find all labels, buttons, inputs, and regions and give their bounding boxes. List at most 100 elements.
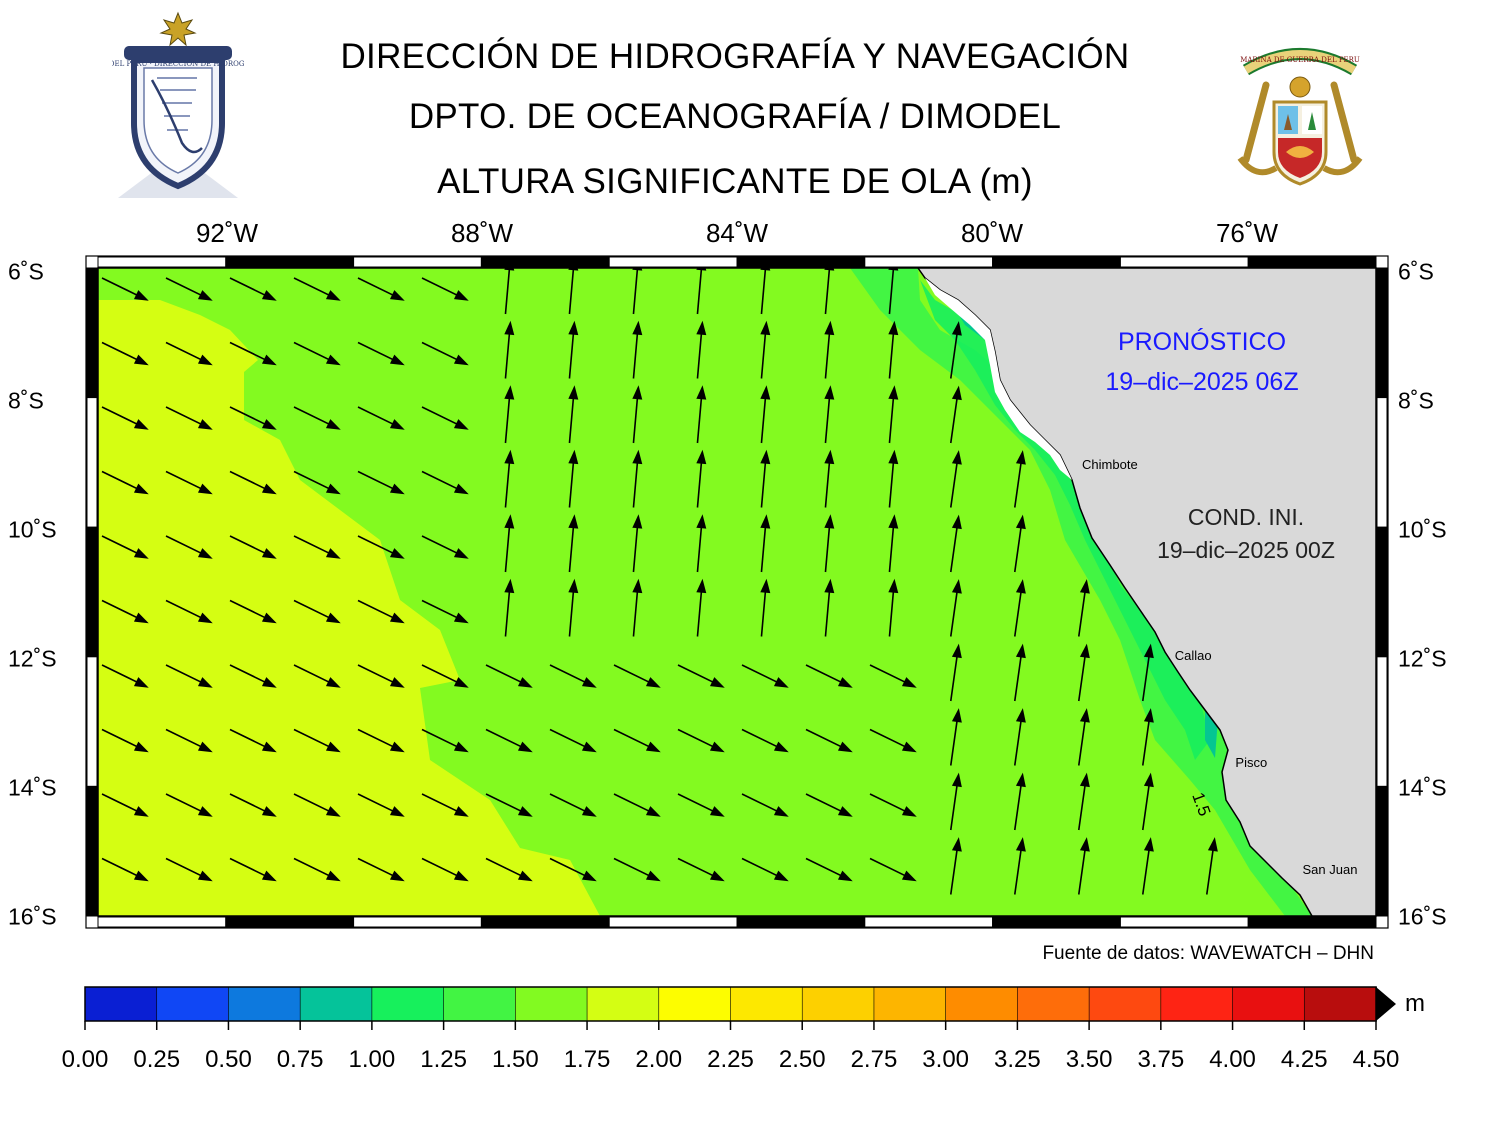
lat-label-left-14s: 14˚S — [8, 774, 57, 801]
map-frame — [85, 255, 1389, 929]
wave-arrow — [1013, 579, 1026, 637]
wave-height-map: 1.5 PRONÓSTICO 19–dic–2025 06Z COND. INI… — [85, 255, 1389, 929]
frame-tick-bottom — [1247, 916, 1377, 928]
wave-arrow — [1077, 708, 1090, 766]
wave-arrow — [888, 449, 899, 508]
wave-arrow — [165, 599, 213, 624]
colorbar-cell — [945, 986, 1019, 1022]
wave-arrow — [504, 578, 515, 637]
wave-arrow — [229, 341, 277, 366]
colorbar-tick-label: 0.50 — [205, 1046, 252, 1073]
wave-arrow — [485, 664, 533, 688]
wave-arrow — [1013, 772, 1026, 831]
wave-arrow — [824, 449, 835, 508]
wave-arrow — [632, 449, 643, 508]
colorbar-cell — [156, 986, 230, 1022]
wave-arrow — [293, 535, 341, 559]
lat-label-right-8s: 8˚S — [1398, 387, 1434, 414]
lat-label-left-10s: 10˚S — [8, 516, 57, 543]
wave-arrow — [357, 728, 405, 753]
wave-arrow — [760, 320, 771, 379]
header-line-3: ALTURA SIGNIFICANTE DE OLA (m) — [437, 162, 1033, 201]
wave-arrow — [293, 470, 341, 495]
wave-arrow — [677, 664, 725, 688]
wave-arrow — [421, 406, 469, 430]
wave-arrow — [421, 793, 469, 817]
wave-arrow — [101, 406, 149, 430]
wave-arrow — [632, 578, 643, 637]
wave-arrow — [1205, 837, 1218, 895]
wave-arrow — [357, 535, 405, 559]
colorbar-tick-label: 2.00 — [635, 1046, 683, 1073]
wave-arrow — [568, 514, 579, 573]
colorbar-tick-label: 0.75 — [276, 1046, 324, 1073]
wave-arrow — [229, 277, 277, 301]
wave-arrow — [677, 728, 725, 753]
wave-arrow — [229, 470, 277, 495]
lat-label-left-12s: 12˚S — [8, 645, 57, 672]
init-time: 19–dic–2025 00Z — [1157, 537, 1335, 563]
colorbar-tick-label: 3.75 — [1137, 1046, 1185, 1073]
colorbar-tick-label: 1.75 — [563, 1046, 611, 1073]
wave-arrow — [1141, 643, 1154, 702]
colorbar-tick-label: 3.50 — [1065, 1046, 1113, 1073]
wave-arrow — [421, 470, 469, 495]
lon-label-80w: 80˚W — [960, 218, 1024, 248]
colorbar-cell — [371, 986, 445, 1022]
forecast-time: 19–dic–2025 06Z — [1105, 368, 1298, 396]
wave-arrow — [101, 857, 149, 882]
lon-label-84w: 84˚W — [705, 218, 769, 248]
wave-arrow — [949, 514, 962, 573]
lat-label-left-8s: 8˚S — [8, 387, 44, 414]
wave-arrow — [293, 406, 341, 430]
wave-arrow — [421, 728, 469, 753]
lat-label-right-10s: 10˚S — [1398, 516, 1447, 543]
colorbar-tick-label: 2.25 — [707, 1046, 754, 1073]
wave-arrow — [1013, 643, 1026, 702]
colorbar-tick-label: 3.25 — [994, 1046, 1041, 1073]
navy-logo: MARINA DE GUERRA DEL PERU — [1237, 48, 1363, 186]
wave-arrow — [165, 406, 213, 430]
colorbar-cell — [873, 986, 947, 1022]
wave-arrow — [949, 837, 962, 895]
colorbar-cell — [586, 986, 660, 1022]
wave-arrow — [165, 664, 213, 688]
wave-direction-arrows — [101, 256, 1218, 895]
wave-arrow — [357, 277, 405, 301]
wave-arrow — [357, 599, 405, 624]
wave-arrow — [549, 728, 597, 753]
wave-arrow — [549, 664, 597, 688]
forecast-label: PRONÓSTICO — [1118, 327, 1286, 356]
wave-arrow — [696, 578, 707, 637]
header-line-2: DPTO. DE OCEANOGRAFÍA / DIMODEL — [408, 97, 1062, 136]
wave-arrow — [229, 664, 277, 688]
wave-arrow — [760, 578, 771, 637]
colorbar-cell — [1017, 986, 1090, 1022]
wave-arrow — [949, 579, 962, 637]
wave-arrow — [805, 664, 853, 688]
colorbar-cell — [730, 986, 804, 1022]
wave-arrow — [1013, 837, 1026, 895]
wave-arrow — [1077, 579, 1090, 637]
wave-arrow — [1077, 837, 1090, 895]
wave-arrow — [888, 320, 899, 379]
wave-arrow — [504, 320, 515, 379]
wave-arrow — [504, 385, 515, 444]
wave-arrow — [805, 793, 853, 817]
wave-arrow — [101, 535, 149, 559]
header-line-1: DIRECCIÓN DE HIDROGRAFÍA Y NAVEGACIÓN — [340, 37, 1130, 76]
wave-arrow — [696, 320, 707, 379]
wave-arrow — [888, 578, 899, 637]
wave-arrow — [760, 449, 771, 508]
wave-arrow — [1141, 708, 1154, 766]
wave-arrow — [165, 470, 213, 495]
wave-arrow — [632, 320, 643, 379]
city-labels: Chimbote Callao Pisco San Juan — [1082, 457, 1357, 877]
wave-arrow — [293, 277, 341, 301]
lon-label-76w: 76˚W — [1215, 218, 1279, 248]
wave-arrow — [504, 449, 515, 508]
lon-label-88w: 88˚W — [450, 218, 514, 248]
colorbar-cell — [1232, 986, 1306, 1022]
lat-label-left-16s: 16˚S — [8, 903, 57, 930]
